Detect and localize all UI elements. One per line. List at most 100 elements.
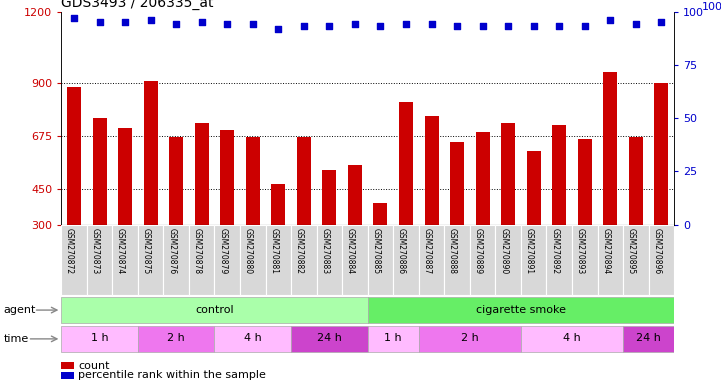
- Text: 4 h: 4 h: [563, 333, 581, 343]
- Bar: [399, 101, 413, 225]
- FancyBboxPatch shape: [240, 225, 265, 295]
- Bar: [195, 123, 209, 225]
- Point: [528, 23, 539, 30]
- Point: [554, 23, 565, 30]
- Bar: [425, 116, 438, 225]
- Point: [247, 21, 259, 27]
- Bar: [655, 83, 668, 225]
- Point: [400, 21, 412, 27]
- Text: GSM270893: GSM270893: [576, 228, 585, 275]
- FancyBboxPatch shape: [61, 225, 87, 295]
- FancyBboxPatch shape: [495, 225, 521, 295]
- FancyBboxPatch shape: [138, 225, 164, 295]
- Point: [655, 19, 667, 25]
- Text: GSM270872: GSM270872: [65, 228, 74, 274]
- FancyBboxPatch shape: [342, 225, 368, 295]
- Bar: [169, 137, 183, 225]
- Text: GSM270876: GSM270876: [167, 228, 176, 275]
- Point: [579, 23, 590, 30]
- Text: 2 h: 2 h: [167, 333, 185, 343]
- Text: GSM270883: GSM270883: [320, 228, 329, 274]
- Bar: [143, 81, 158, 225]
- Bar: [476, 132, 490, 225]
- Text: GSM270891: GSM270891: [525, 228, 534, 274]
- Text: 24 h: 24 h: [317, 333, 342, 343]
- FancyBboxPatch shape: [317, 225, 342, 295]
- FancyBboxPatch shape: [623, 326, 674, 352]
- FancyBboxPatch shape: [112, 225, 138, 295]
- Point: [273, 25, 284, 31]
- Bar: [118, 127, 132, 225]
- Bar: [220, 130, 234, 225]
- FancyBboxPatch shape: [521, 225, 547, 295]
- FancyBboxPatch shape: [265, 225, 291, 295]
- Bar: [61, 372, 74, 379]
- Text: GSM270882: GSM270882: [295, 228, 304, 274]
- Text: GSM270879: GSM270879: [218, 228, 227, 275]
- Text: GSM270887: GSM270887: [423, 228, 432, 274]
- FancyBboxPatch shape: [649, 225, 674, 295]
- Text: 2 h: 2 h: [461, 333, 479, 343]
- Bar: [246, 137, 260, 225]
- Bar: [552, 125, 566, 225]
- Point: [170, 21, 182, 27]
- Text: GSM270874: GSM270874: [116, 228, 125, 275]
- Bar: [603, 72, 617, 225]
- Point: [324, 23, 335, 30]
- Text: time: time: [4, 334, 29, 344]
- FancyBboxPatch shape: [164, 225, 189, 295]
- Text: GSM270875: GSM270875: [141, 228, 151, 275]
- Text: 1 h: 1 h: [91, 333, 108, 343]
- Point: [145, 17, 156, 23]
- FancyBboxPatch shape: [623, 225, 649, 295]
- FancyBboxPatch shape: [521, 326, 623, 352]
- FancyBboxPatch shape: [291, 326, 368, 352]
- FancyBboxPatch shape: [215, 225, 240, 295]
- FancyBboxPatch shape: [215, 326, 291, 352]
- Point: [503, 23, 514, 30]
- Text: 1 h: 1 h: [384, 333, 402, 343]
- Text: control: control: [195, 305, 234, 314]
- Text: GSM270873: GSM270873: [91, 228, 99, 275]
- Bar: [501, 123, 516, 225]
- Point: [221, 21, 233, 27]
- Bar: [629, 137, 643, 225]
- Text: GSM270884: GSM270884: [346, 228, 355, 274]
- Text: percentile rank within the sample: percentile rank within the sample: [78, 370, 266, 380]
- FancyBboxPatch shape: [368, 326, 419, 352]
- Text: agent: agent: [4, 305, 36, 315]
- FancyBboxPatch shape: [61, 297, 368, 323]
- Bar: [271, 184, 286, 225]
- Text: GSM270895: GSM270895: [627, 228, 636, 275]
- FancyBboxPatch shape: [138, 326, 215, 352]
- Bar: [373, 204, 387, 225]
- FancyBboxPatch shape: [419, 326, 521, 352]
- Text: GDS3493 / 206335_at: GDS3493 / 206335_at: [61, 0, 214, 10]
- FancyBboxPatch shape: [189, 225, 215, 295]
- Bar: [67, 87, 81, 225]
- Text: 24 h: 24 h: [636, 333, 661, 343]
- Bar: [61, 362, 74, 369]
- Text: GSM270888: GSM270888: [448, 228, 457, 274]
- Text: GSM270889: GSM270889: [474, 228, 482, 274]
- FancyBboxPatch shape: [291, 225, 317, 295]
- Point: [630, 21, 642, 27]
- Point: [298, 23, 309, 30]
- Text: cigarette smoke: cigarette smoke: [476, 305, 566, 314]
- FancyBboxPatch shape: [368, 225, 393, 295]
- Bar: [578, 139, 592, 225]
- Text: 100%: 100%: [702, 2, 721, 12]
- Text: GSM270885: GSM270885: [371, 228, 381, 274]
- Point: [451, 23, 463, 30]
- FancyBboxPatch shape: [547, 225, 572, 295]
- FancyBboxPatch shape: [87, 225, 112, 295]
- Bar: [450, 142, 464, 225]
- FancyBboxPatch shape: [598, 225, 623, 295]
- Text: GSM270894: GSM270894: [601, 228, 610, 275]
- FancyBboxPatch shape: [419, 225, 444, 295]
- Bar: [526, 151, 541, 225]
- Point: [349, 21, 360, 27]
- Bar: [297, 137, 311, 225]
- Text: GSM270878: GSM270878: [193, 228, 202, 274]
- Text: 4 h: 4 h: [244, 333, 262, 343]
